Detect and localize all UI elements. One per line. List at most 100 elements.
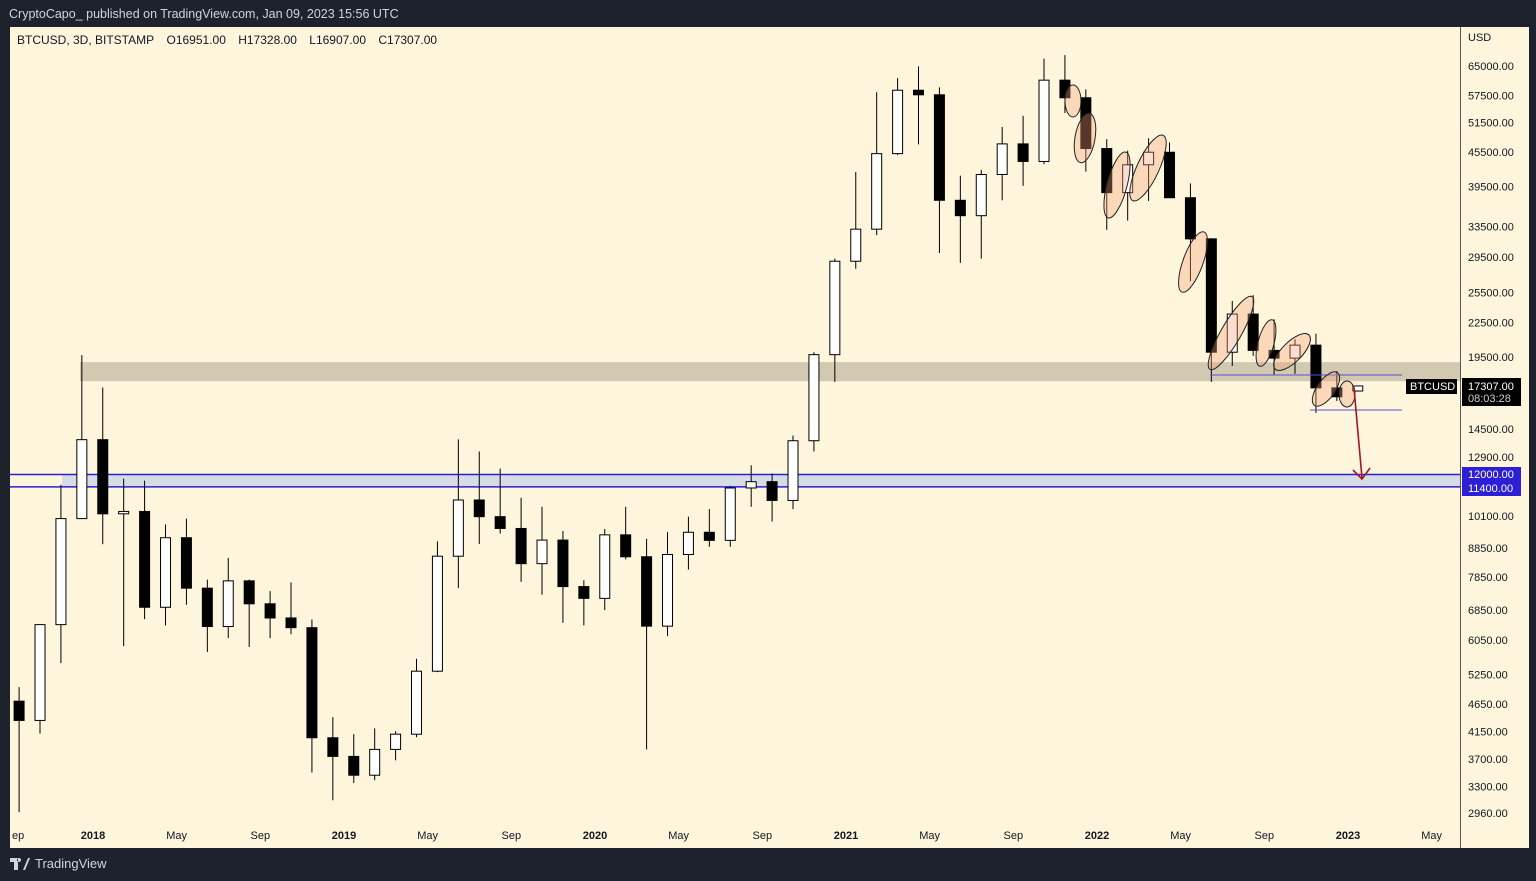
candle bbox=[1143, 138, 1155, 201]
candle-body bbox=[808, 354, 820, 442]
candle bbox=[1289, 339, 1301, 374]
tradingview-logo[interactable]: TradingView bbox=[10, 856, 107, 871]
y-tick-label: 22500.00 bbox=[1468, 318, 1514, 330]
candle bbox=[222, 557, 234, 639]
candle bbox=[1038, 58, 1050, 165]
candle bbox=[306, 619, 318, 773]
candle-body bbox=[682, 531, 694, 556]
y-tick-label: 25500.00 bbox=[1468, 287, 1514, 299]
resistance-zone bbox=[80, 362, 1460, 382]
x-tick-label: May bbox=[1421, 830, 1442, 842]
candle-body bbox=[1080, 97, 1092, 150]
candle bbox=[452, 439, 464, 589]
candle-body bbox=[892, 89, 904, 155]
candle bbox=[1017, 115, 1029, 186]
price-axis[interactable] bbox=[1461, 27, 1529, 848]
candle bbox=[1352, 385, 1364, 392]
pattern-ellipse bbox=[1129, 134, 1167, 202]
candle-body bbox=[1017, 143, 1029, 162]
candle bbox=[620, 506, 632, 560]
x-tick-label: 2020 bbox=[583, 830, 607, 842]
candle-body bbox=[703, 531, 715, 541]
y-tick-label: 3700.00 bbox=[1468, 754, 1508, 766]
candle-body bbox=[327, 737, 339, 757]
candle bbox=[682, 516, 694, 570]
y-tick-label: 65000.00 bbox=[1468, 61, 1514, 73]
symbol-tag bbox=[1406, 379, 1457, 394]
candle-body bbox=[55, 518, 67, 626]
candle bbox=[473, 451, 485, 545]
candle-body bbox=[285, 617, 297, 629]
pattern-ellipse bbox=[1064, 84, 1082, 118]
y-tick-label: 3300.00 bbox=[1468, 782, 1508, 794]
y-tick-label: 8850.00 bbox=[1468, 543, 1508, 555]
candle bbox=[494, 468, 506, 534]
level-upper-label: 12000.00 bbox=[1468, 469, 1514, 481]
x-tick-label: 2019 bbox=[332, 830, 356, 842]
candle-body bbox=[348, 755, 360, 776]
support-zone bbox=[62, 474, 1460, 487]
x-tick-label: Sep bbox=[1255, 830, 1275, 842]
candle bbox=[180, 518, 192, 605]
x-tick-label: Sep bbox=[753, 830, 773, 842]
pattern-ellipse bbox=[1273, 333, 1311, 371]
candle bbox=[34, 623, 46, 734]
candle bbox=[954, 175, 966, 263]
pattern-ellipse bbox=[1073, 112, 1097, 164]
y-tick-label: 2960.00 bbox=[1468, 808, 1508, 820]
x-tick-label: May bbox=[668, 830, 689, 842]
y-tick-label: 6850.00 bbox=[1468, 605, 1508, 617]
down-arrow-icon bbox=[1352, 387, 1371, 481]
candle-body bbox=[871, 153, 883, 230]
candle-body bbox=[494, 516, 506, 529]
open-value: O16951.00 bbox=[166, 33, 226, 47]
candle bbox=[411, 658, 423, 738]
bar-countdown: 08:03:28 bbox=[1468, 393, 1511, 405]
candle bbox=[348, 734, 360, 784]
y-tick-label: 45500.00 bbox=[1468, 147, 1514, 159]
y-tick-label: 29500.00 bbox=[1468, 252, 1514, 264]
candle-body bbox=[180, 537, 192, 589]
published-info: CryptoCapo_ published on TradingView.com… bbox=[9, 7, 399, 21]
candle-body bbox=[745, 481, 757, 489]
candle-body bbox=[1247, 313, 1259, 351]
candle-body bbox=[1164, 151, 1176, 199]
chart-pane[interactable] bbox=[10, 27, 1460, 848]
candle bbox=[766, 473, 778, 522]
x-tick-label: 2018 bbox=[81, 830, 105, 842]
x-tick-label: ep bbox=[12, 830, 24, 842]
y-tick-label: 10100.00 bbox=[1468, 511, 1514, 523]
candle-body bbox=[515, 527, 527, 565]
x-tick-label: May bbox=[166, 830, 187, 842]
y-tick-label: 33500.00 bbox=[1468, 221, 1514, 233]
candle-body bbox=[452, 499, 464, 557]
candle-body bbox=[411, 670, 423, 735]
candle bbox=[55, 484, 67, 664]
candle bbox=[787, 435, 799, 510]
x-tick-label: May bbox=[417, 830, 438, 842]
candle-body bbox=[243, 580, 255, 605]
candle-body bbox=[829, 260, 841, 356]
candle-body bbox=[306, 627, 318, 739]
candle-body bbox=[264, 603, 276, 619]
candle-body bbox=[954, 199, 966, 217]
x-tick-label: Sep bbox=[502, 830, 522, 842]
candle-body bbox=[1226, 313, 1238, 353]
candle bbox=[724, 485, 736, 547]
candle-body bbox=[1038, 79, 1050, 162]
candle bbox=[662, 532, 674, 637]
level-tags bbox=[1462, 467, 1521, 496]
candle-body bbox=[913, 89, 925, 96]
candle-body bbox=[369, 748, 381, 776]
candle bbox=[850, 171, 862, 269]
candle bbox=[829, 258, 841, 382]
y-tick-label: 6050.00 bbox=[1468, 635, 1508, 647]
candle-body bbox=[557, 539, 569, 588]
candle bbox=[641, 538, 653, 750]
candle-body bbox=[578, 586, 590, 599]
candle bbox=[578, 580, 590, 626]
candle-body bbox=[662, 554, 674, 627]
candle-body bbox=[1289, 344, 1301, 359]
candle bbox=[327, 717, 339, 801]
